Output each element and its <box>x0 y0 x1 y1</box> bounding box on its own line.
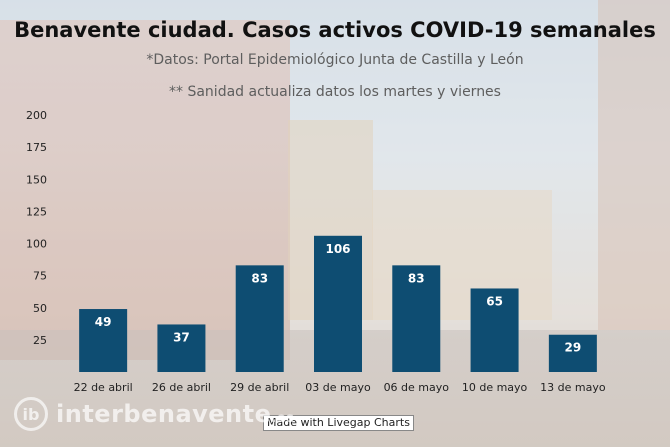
x-tick-label: 03 de mayo <box>305 381 371 394</box>
x-tick-label: 29 de abril <box>230 381 289 394</box>
y-tick-label: 25 <box>33 334 47 347</box>
logo-text: interbenavente.es <box>56 400 294 428</box>
x-tick-label: 13 de mayo <box>540 381 606 394</box>
bar-value-label: 49 <box>95 315 112 329</box>
x-tick-label: 10 de mayo <box>462 381 528 394</box>
bar <box>79 309 128 372</box>
chart-title: Benavente ciudad. Casos activos COVID-19… <box>14 18 656 42</box>
x-tick-label: 06 de mayo <box>384 381 450 394</box>
interbenavente-logo: ib interbenavente.es <box>14 394 294 434</box>
chart-subtitle-note: ** Sanidad actualiza datos los martes y … <box>169 84 501 100</box>
x-tick-label: 26 de abril <box>152 381 211 394</box>
bar <box>548 334 597 372</box>
bar-value-label: 106 <box>325 242 350 256</box>
chart-subtitle-source: *Datos: Portal Epidemiológico Junta de C… <box>146 52 524 68</box>
bar <box>470 288 519 372</box>
bar <box>392 265 441 372</box>
y-tick-label: 50 <box>33 302 47 315</box>
bar <box>235 265 284 372</box>
background-building-right <box>598 0 670 330</box>
x-tick-label: 22 de abril <box>74 381 133 394</box>
y-tick-label: 125 <box>26 205 47 218</box>
bar <box>314 235 362 372</box>
logo-mark: ib <box>14 397 48 431</box>
bar-value-label: 37 <box>173 330 190 344</box>
y-tick-label: 75 <box>33 270 47 283</box>
bar-value-label: 83 <box>408 271 425 285</box>
y-tick-label: 150 <box>26 173 47 186</box>
y-tick-label: 200 <box>26 109 47 122</box>
bar-value-label: 65 <box>486 294 503 308</box>
credit-label[interactable]: Made with Livegap Charts <box>263 415 414 431</box>
y-tick-label: 100 <box>26 238 47 251</box>
bar-value-label: 83 <box>251 271 268 285</box>
bar-value-label: 29 <box>565 341 582 355</box>
logo-text-main: interbenavente <box>56 400 272 428</box>
bar <box>157 324 206 372</box>
logo-text-suffix: .es <box>271 411 295 426</box>
y-tick-label: 175 <box>26 141 47 154</box>
